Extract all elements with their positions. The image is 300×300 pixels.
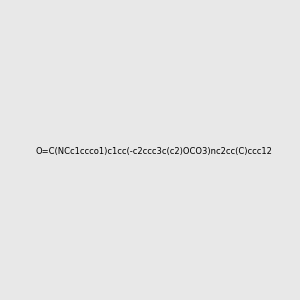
Text: O=C(NCc1ccco1)c1cc(-c2ccc3c(c2)OCO3)nc2cc(C)ccc12: O=C(NCc1ccco1)c1cc(-c2ccc3c(c2)OCO3)nc2c… xyxy=(35,147,272,156)
